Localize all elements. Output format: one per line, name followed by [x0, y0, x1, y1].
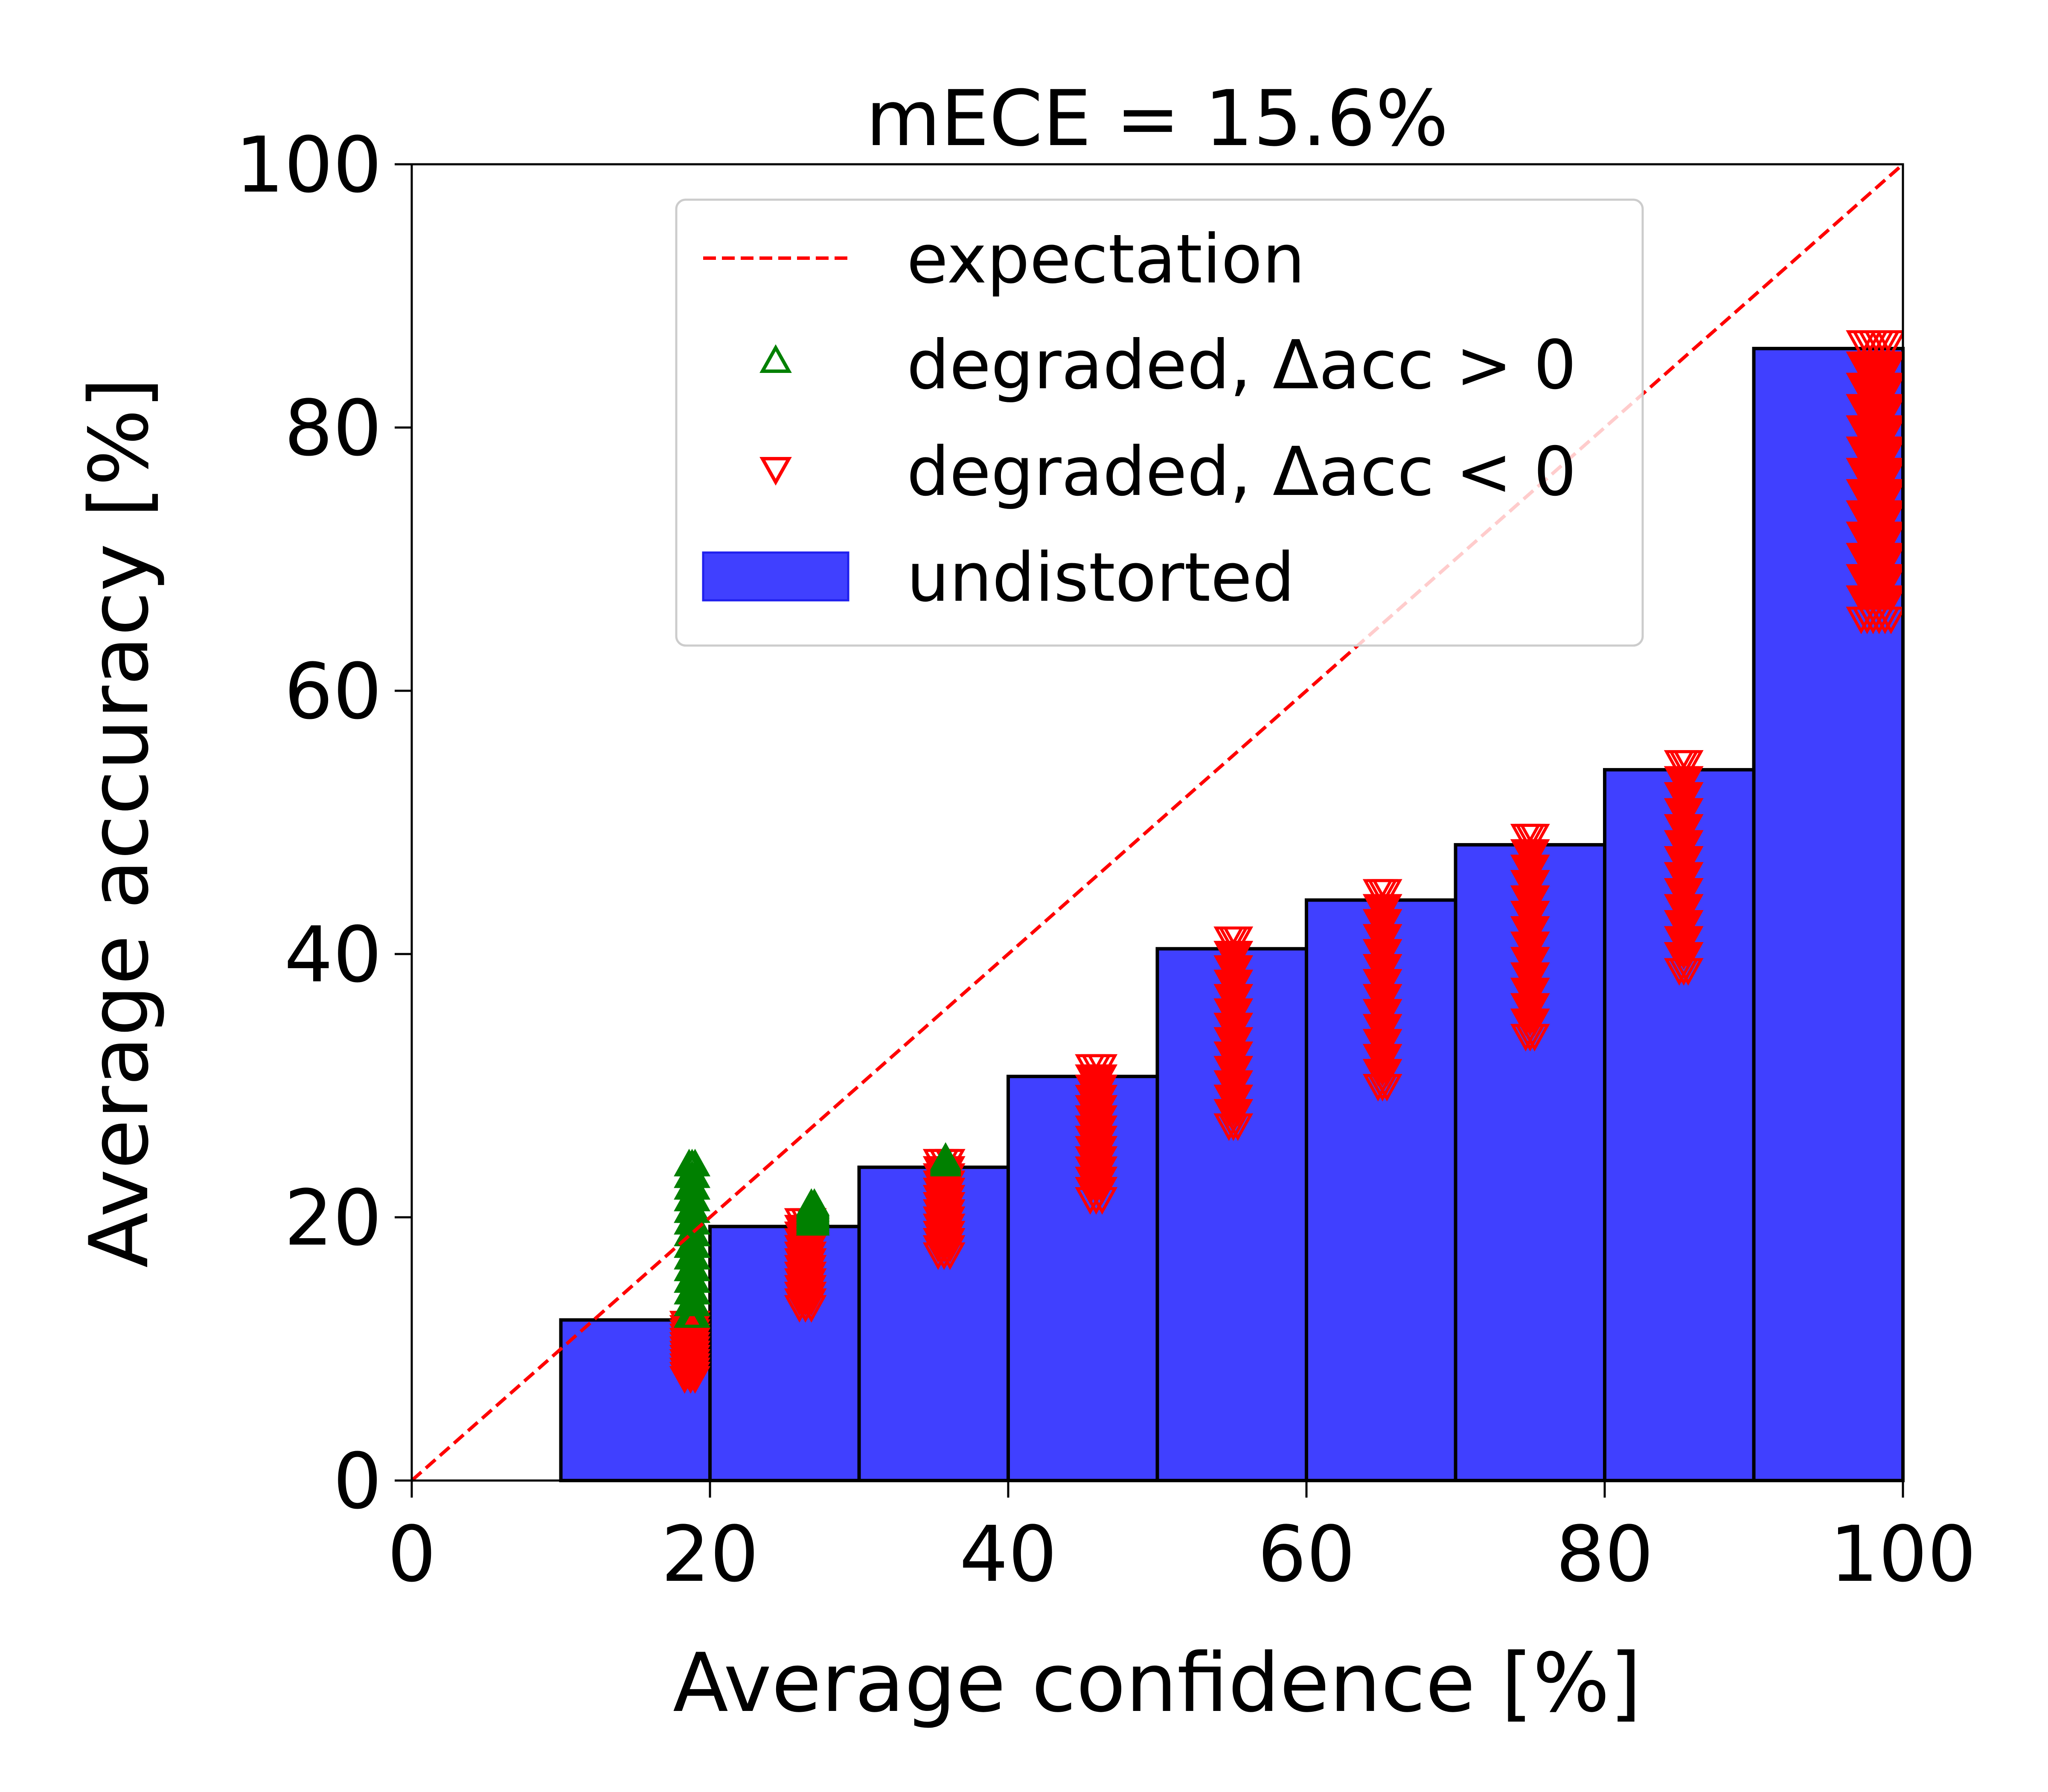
marker-down [1673, 750, 1704, 778]
bar [708, 1225, 861, 1482]
marker-down [1876, 330, 1903, 358]
y-tick-label: 60 [284, 647, 382, 736]
x-tick-label: 20 [661, 1510, 759, 1599]
legend-bars-label: undistorted [907, 538, 1295, 617]
marker-down [1519, 823, 1550, 852]
legend-down-label: degraded, Δacc < 0 [907, 433, 1577, 511]
y-tick-label: 20 [284, 1174, 382, 1263]
y-tick-label: 80 [284, 384, 382, 473]
x-tick-label: 100 [1830, 1510, 1976, 1599]
degraded-up-markers [674, 1142, 961, 1328]
legend-expectation-label: expectation [907, 220, 1305, 299]
x-axis-label: Average confidence [%] [673, 1636, 1641, 1730]
marker-down [1371, 894, 1402, 922]
marker-up [930, 1142, 961, 1170]
marker-up [799, 1188, 830, 1216]
y-tick-label: 100 [235, 121, 382, 210]
x-tick-label: 60 [1257, 1510, 1355, 1599]
marker-down [1371, 879, 1402, 907]
x-tick-label: 80 [1556, 1510, 1653, 1599]
marker-down [1087, 1054, 1118, 1082]
marker-down [1222, 926, 1254, 954]
legend: expectation degraded, Δacc > 0 degraded,… [675, 198, 1644, 647]
x-tick-label: 0 [387, 1510, 436, 1599]
legend-bars-swatch [702, 551, 849, 602]
y-axis-ticks: 0 20 40 60 80 100 [235, 121, 412, 1526]
marker-down [1519, 839, 1550, 867]
y-tick-label: 0 [333, 1437, 382, 1526]
x-tick-label: 40 [959, 1510, 1057, 1599]
legend-box [675, 198, 1644, 647]
legend-down-swatch [759, 457, 792, 486]
y-axis-label: Average accuracy [%] [72, 377, 166, 1268]
legend-up-label: degraded, Δacc > 0 [907, 326, 1577, 404]
plot-frame [410, 163, 1904, 1482]
y-tick-label: 40 [284, 911, 382, 1000]
degraded-down-markers [669, 330, 1903, 1394]
marker-up [680, 1149, 710, 1177]
chart-title: mECE = 15.6% [866, 74, 1449, 163]
x-axis-ticks: 0 20 40 60 80 100 [387, 1481, 1976, 1599]
expectation-line [410, 163, 1904, 1482]
marker-down [1673, 766, 1704, 794]
legend-up-swatch [759, 344, 792, 373]
